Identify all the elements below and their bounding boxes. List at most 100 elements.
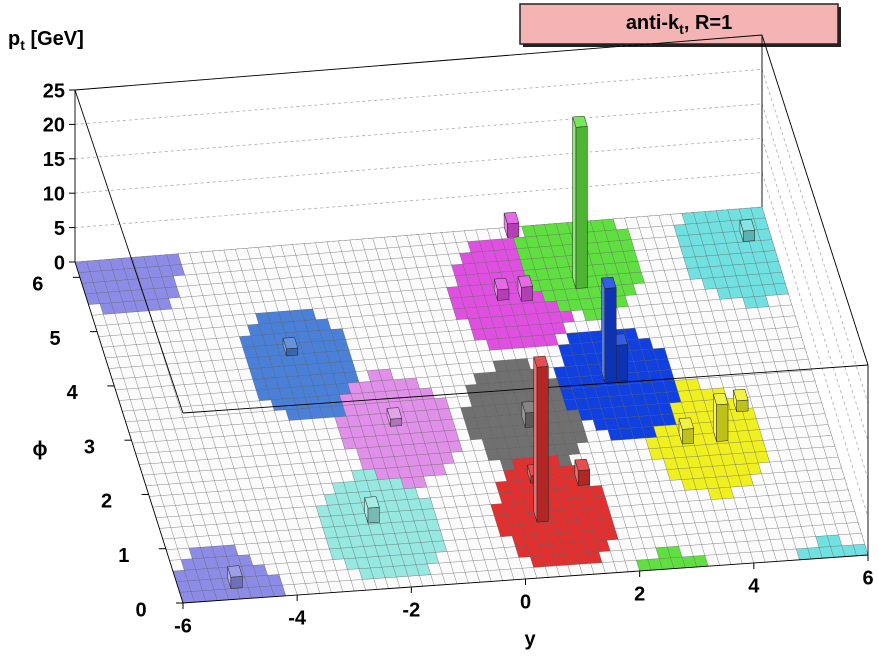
- jet-cell: [402, 521, 418, 533]
- jet-cell: [97, 259, 113, 271]
- jet-cell: [471, 251, 486, 264]
- jet-cell: [420, 464, 435, 477]
- jet-cell: [266, 311, 282, 324]
- jet-cell: [272, 366, 288, 378]
- jet-cell: [543, 256, 558, 269]
- jet-cell: [412, 476, 427, 488]
- grid-line: [761, 103, 869, 442]
- jet-cell: [262, 333, 277, 346]
- jet-cell: [754, 295, 769, 308]
- jet-cell: [658, 403, 673, 415]
- jet-cell: [704, 477, 720, 489]
- jet-cell: [621, 283, 637, 296]
- jet-cell: [378, 555, 394, 568]
- jet-cell: [497, 337, 513, 350]
- jet-cell: [630, 349, 645, 362]
- jet-cell: [557, 454, 573, 467]
- jet-cell: [346, 415, 361, 427]
- jet-cell: [655, 547, 671, 559]
- jet-cell: [301, 308, 316, 321]
- jet-cell: [464, 307, 480, 319]
- jet-cell: [410, 432, 425, 445]
- jet-cell: [247, 324, 263, 336]
- jet-cell: [701, 466, 716, 478]
- jet-cell: [664, 424, 680, 437]
- jet-cell: [172, 570, 188, 582]
- jet-cell: [666, 468, 682, 481]
- jet-cell: [531, 522, 547, 535]
- jet-cell: [496, 371, 512, 383]
- jet-cell: [753, 217, 769, 230]
- jet-cell: [594, 385, 610, 398]
- jet-cell: [434, 397, 450, 410]
- jet-cell: [259, 585, 275, 598]
- jet-cell: [341, 437, 357, 450]
- jet-cell: [712, 465, 728, 478]
- jet-cell: [511, 458, 527, 470]
- jet-cell: [203, 557, 219, 569]
- jet-cell: [394, 532, 410, 545]
- jet-cell: [170, 264, 185, 276]
- jet-cell: [815, 535, 831, 548]
- jet-cell: [441, 419, 456, 431]
- jet-cell: [303, 352, 318, 365]
- jet-cell: [153, 287, 169, 300]
- grid-line: [74, 103, 763, 160]
- jet-cell: [335, 492, 351, 505]
- jet-cell: [383, 423, 399, 436]
- jet-cell: [486, 338, 501, 351]
- jet-cell: [736, 274, 751, 287]
- jet-cell: [367, 369, 382, 382]
- jet-cell: [796, 548, 811, 560]
- jet-cell: [547, 234, 563, 246]
- jet-cell: [500, 458, 515, 471]
- jet-cell: [553, 289, 568, 301]
- title-box: [519, 3, 839, 45]
- jet-cell: [528, 246, 543, 259]
- jet-cell: [565, 443, 581, 455]
- box-edge: [182, 364, 869, 414]
- jet-cell: [99, 302, 115, 315]
- jet-cell: [615, 417, 631, 429]
- jet-cell: [596, 507, 612, 519]
- jet-cell: [707, 488, 723, 500]
- jet-cell: [330, 328, 346, 341]
- jet-cell: [592, 529, 607, 541]
- jet-cell: [353, 513, 369, 526]
- jet-cell: [663, 380, 678, 393]
- jet-cell: [749, 240, 764, 253]
- jet-cell: [202, 589, 218, 602]
- jet-cell: [600, 252, 615, 264]
- jet-cell: [340, 547, 356, 559]
- jet-cell: [255, 312, 271, 325]
- jet-cell: [755, 262, 771, 274]
- jet-cell: [399, 510, 415, 522]
- jet-cell: [508, 447, 523, 459]
- jet-cell: [601, 407, 616, 419]
- mesh-line: [81, 228, 769, 284]
- jet-cell: [513, 237, 529, 249]
- jet-cell: [507, 370, 523, 382]
- jet-cell: [278, 310, 294, 323]
- jet-cell: [645, 359, 660, 372]
- jet-cell: [560, 465, 576, 478]
- jet-cell: [743, 452, 759, 464]
- jet-cell: [526, 545, 542, 557]
- jet-cell: [605, 384, 621, 397]
- jet-cell: [611, 251, 627, 264]
- jet-cell: [600, 517, 615, 530]
- jet-cell: [381, 379, 397, 392]
- jet-cell: [453, 308, 469, 320]
- jet-cell: [366, 479, 382, 492]
- jet-cell: [572, 541, 588, 554]
- jet-cell: [378, 368, 394, 381]
- tower-front: [507, 222, 520, 238]
- grid-line: [74, 137, 763, 194]
- jet-cell: [143, 255, 159, 268]
- jet-cell: [603, 528, 619, 541]
- jet-cell: [437, 408, 453, 421]
- jet-cell: [451, 264, 467, 276]
- jet-cell: [386, 544, 402, 556]
- jet-cell: [626, 261, 642, 274]
- jet-cell: [630, 427, 646, 439]
